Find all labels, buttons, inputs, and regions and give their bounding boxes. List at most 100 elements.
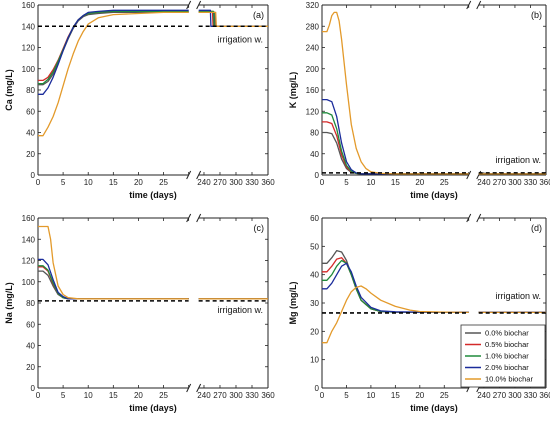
y-tick-label: 60 <box>26 107 35 116</box>
x-tick-label: 25 <box>440 391 449 400</box>
irrigation-water-label: irrigation w. <box>495 155 541 165</box>
x-tick-label: 25 <box>440 178 449 187</box>
x-tick-label: 0 <box>320 391 325 400</box>
y-axis-title: Ca (mg/L) <box>4 69 14 111</box>
y-tick-label: 160 <box>22 1 36 10</box>
x-tick-label: 360 <box>261 178 275 187</box>
y-tick-label: 280 <box>306 22 320 31</box>
y-tick-label: 140 <box>22 235 36 244</box>
x-tick-label: 5 <box>344 178 349 187</box>
axis-break-mark <box>196 0 202 10</box>
x-tick-label: 10 <box>366 178 375 187</box>
x-tick-label: 360 <box>261 391 275 400</box>
y-tick-label: 40 <box>26 342 35 351</box>
y-tick-label: 120 <box>306 107 320 116</box>
x-tick-label: 240 <box>197 391 211 400</box>
series-line <box>38 10 189 82</box>
y-axis-title: K (mg/L) <box>288 72 298 109</box>
y-tick-label: 200 <box>306 65 320 74</box>
x-tick-label: 20 <box>415 178 424 187</box>
y-tick-label: 20 <box>310 327 319 336</box>
x-tick-label: 15 <box>109 391 118 400</box>
y-tick-label: 240 <box>306 44 320 53</box>
x-tick-label: 330 <box>245 391 259 400</box>
x-tick-label: 240 <box>197 178 211 187</box>
x-tick-label: 15 <box>391 391 400 400</box>
x-tick-label: 10 <box>366 391 375 400</box>
irrigation-water-label: irrigation w. <box>217 305 263 315</box>
series-line <box>38 258 189 300</box>
series-line <box>322 257 469 313</box>
legend-entry: 0.0% biochar <box>485 329 529 338</box>
y-tick-label: 0 <box>31 171 36 180</box>
legend-entry: 0.5% biochar <box>485 340 529 349</box>
x-tick-label: 0 <box>36 178 41 187</box>
series-line <box>322 285 469 344</box>
y-tick-label: 80 <box>310 129 319 138</box>
y-tick-label: 120 <box>22 44 36 53</box>
x-tick-label: 240 <box>477 178 491 187</box>
y-tick-label: 40 <box>310 271 319 280</box>
x-tick-label: 300 <box>229 391 243 400</box>
x-tick-label: 0 <box>320 178 325 187</box>
x-tick-label: 15 <box>391 178 400 187</box>
x-tick-label: 5 <box>61 391 66 400</box>
series-line <box>322 11 469 175</box>
axis-break-mark <box>196 383 202 393</box>
x-tick-label: 270 <box>493 178 507 187</box>
x-tick-label: 0 <box>36 391 41 400</box>
x-tick-label: 360 <box>539 391 550 400</box>
x-tick-label: 270 <box>493 391 507 400</box>
y-tick-label: 100 <box>22 65 36 74</box>
y-tick-label: 60 <box>26 320 35 329</box>
axis-break-mark <box>196 170 202 180</box>
y-tick-label: 40 <box>26 129 35 138</box>
x-tick-label: 330 <box>524 391 538 400</box>
y-axis-title: Na (mg/L) <box>4 282 14 324</box>
panel-label: (d) <box>531 223 542 233</box>
x-tick-label: 20 <box>134 391 143 400</box>
series-line <box>38 225 189 300</box>
legend: 0.0% biochar 0.5% biochar 1.0% biochar 2.0%… <box>460 324 546 388</box>
y-tick-label: 160 <box>306 86 320 95</box>
y-tick-label: 20 <box>26 363 35 372</box>
x-tick-label: 20 <box>134 178 143 187</box>
axis-break-mark <box>196 213 202 223</box>
x-tick-label: 5 <box>344 391 349 400</box>
y-tick-label: 80 <box>26 86 35 95</box>
y-tick-label: 320 <box>306 1 320 10</box>
x-tick-label: 5 <box>61 178 66 187</box>
x-tick-label: 300 <box>508 178 522 187</box>
y-tick-label: 100 <box>22 278 36 287</box>
y-tick-label: 50 <box>310 242 319 251</box>
legend-entry: 10.0% biochar <box>485 375 533 384</box>
x-axis-title: time (days) <box>129 190 177 200</box>
x-tick-label: 270 <box>213 391 227 400</box>
series-line <box>38 10 189 85</box>
y-tick-label: 60 <box>310 214 319 223</box>
x-axis-title: time (days) <box>410 190 458 200</box>
x-tick-label: 25 <box>159 178 168 187</box>
series-line <box>38 11 189 86</box>
x-tick-label: 360 <box>539 178 550 187</box>
x-tick-label: 330 <box>524 178 538 187</box>
x-tick-label: 300 <box>508 391 522 400</box>
x-tick-label: 330 <box>245 178 259 187</box>
x-axis-title: time (days) <box>129 403 177 413</box>
series-line <box>322 262 469 313</box>
axis-break-mark <box>476 0 482 10</box>
x-tick-label: 270 <box>213 178 227 187</box>
y-tick-label: 160 <box>22 214 36 223</box>
irrigation-water-label: irrigation w. <box>495 291 541 301</box>
y-tick-label: 0 <box>31 384 36 393</box>
series-line <box>38 11 189 137</box>
y-tick-label: 120 <box>22 257 36 266</box>
x-tick-label: 15 <box>109 178 118 187</box>
x-tick-label: 300 <box>229 178 243 187</box>
legend-entry: 2.0% biochar <box>485 363 529 372</box>
panel-label: (a) <box>253 10 264 20</box>
series-line <box>322 121 469 175</box>
x-tick-label: 20 <box>415 391 424 400</box>
